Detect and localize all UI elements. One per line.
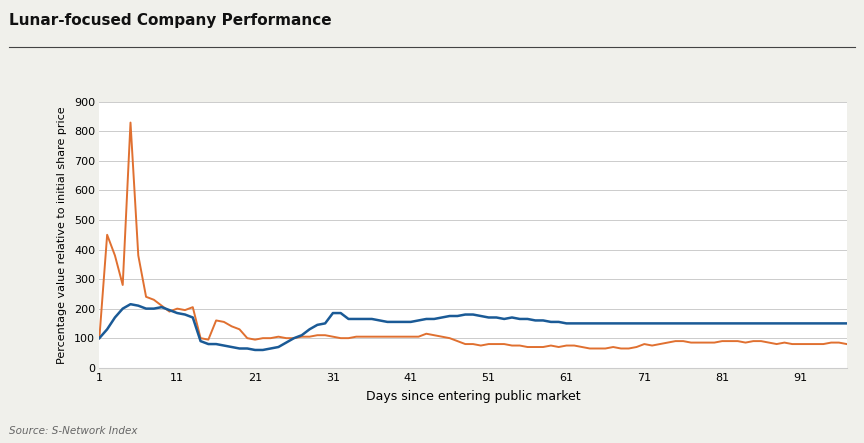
X-axis label: Days since entering public market: Days since entering public market	[365, 390, 581, 403]
Intuitive Machines	[118, 282, 128, 288]
Intuitive Machines	[686, 340, 696, 345]
Line: ispace: ispace	[99, 304, 847, 350]
ispace	[686, 321, 696, 326]
Intuitive Machines	[530, 344, 541, 350]
ispace	[94, 335, 105, 341]
Intuitive Machines	[585, 346, 595, 351]
Line: Intuitive Machines: Intuitive Machines	[99, 123, 847, 349]
Intuitive Machines	[296, 334, 307, 339]
Intuitive Machines	[476, 343, 486, 348]
ispace	[304, 326, 314, 332]
Intuitive Machines	[156, 303, 167, 308]
Text: Lunar-focused Company Performance: Lunar-focused Company Performance	[9, 13, 331, 28]
ispace	[125, 302, 136, 307]
ispace	[118, 306, 128, 311]
ispace	[156, 304, 167, 310]
Intuitive Machines	[125, 120, 136, 125]
ispace	[538, 318, 549, 323]
ispace	[250, 347, 260, 353]
Y-axis label: Percentage value relative to initial share price: Percentage value relative to initial sha…	[57, 106, 67, 364]
Intuitive Machines	[94, 335, 105, 341]
ispace	[484, 315, 494, 320]
ispace	[842, 321, 852, 326]
Intuitive Machines	[842, 342, 852, 347]
Text: Source: S-Network Index: Source: S-Network Index	[9, 426, 137, 436]
